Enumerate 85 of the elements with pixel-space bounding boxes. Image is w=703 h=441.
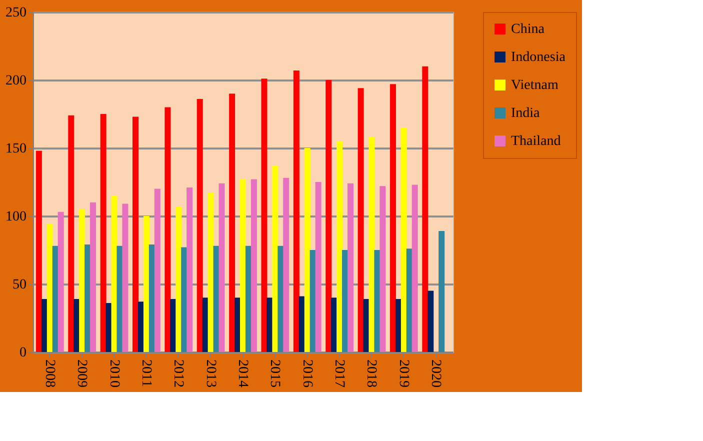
y-tick-label: 0 [20, 346, 26, 360]
bar [132, 116, 139, 352]
bar [68, 115, 74, 352]
bar [245, 246, 252, 352]
x-tick-label: 2010 [106, 360, 122, 388]
legend-label: Vietnam [511, 78, 558, 93]
bar [186, 187, 193, 352]
bar [218, 183, 225, 352]
x-tick-label: 2014 [235, 360, 250, 388]
bar [240, 179, 246, 352]
x-tick-label: 2020 [428, 360, 444, 388]
x-tick-label: 2008 [42, 360, 57, 388]
bar [331, 298, 338, 352]
bar [154, 188, 160, 352]
bar [278, 246, 284, 352]
bar [41, 298, 48, 352]
bar [272, 166, 278, 352]
bar [100, 114, 106, 352]
y-tick-label: 200 [6, 74, 26, 88]
y-tick-label: 250 [6, 6, 26, 20]
bar [438, 230, 445, 352]
bar [358, 88, 364, 352]
bar [176, 206, 182, 352]
bar [412, 184, 418, 352]
bar [202, 298, 208, 352]
x-tick-label: 2017 [332, 360, 347, 388]
bar [52, 246, 58, 352]
bar [213, 246, 220, 352]
bar [138, 302, 144, 352]
bar [326, 80, 332, 352]
x-tick-label: 2011 [138, 360, 154, 387]
bar [336, 141, 343, 352]
bar [380, 186, 386, 352]
bar [84, 244, 91, 352]
bar [36, 150, 42, 352]
bar [261, 78, 268, 352]
x-tick-label: 2016 [299, 360, 314, 388]
bar [229, 94, 236, 352]
y-tick-label: 100 [6, 210, 26, 224]
bar [116, 246, 123, 352]
bar [283, 178, 290, 352]
bar [234, 298, 241, 352]
legend-label: India [511, 106, 541, 121]
bar [315, 182, 322, 352]
bar [400, 128, 407, 352]
bar [368, 137, 375, 352]
bar [250, 179, 257, 352]
x-tick-label: 2013 [202, 360, 218, 388]
bar [266, 298, 273, 352]
bar [74, 298, 80, 352]
y-tick-label: 50 [12, 278, 26, 292]
legend-label: China [511, 22, 546, 37]
bar [164, 107, 171, 352]
y-tick-label: 150 [6, 142, 26, 156]
bar [298, 296, 305, 352]
bar [310, 250, 316, 352]
bar [58, 212, 64, 352]
bar [46, 224, 53, 352]
x-tick-label: 2012 [170, 360, 186, 388]
bar [342, 250, 348, 352]
x-tick-label: 2019 [396, 360, 411, 388]
bar [79, 209, 86, 352]
bar [196, 99, 203, 352]
bar [293, 70, 300, 352]
bar [304, 148, 310, 352]
bar [148, 244, 155, 352]
bar [395, 298, 402, 352]
legend-label: Thailand [511, 134, 561, 149]
x-tick-label: 2009 [74, 360, 90, 388]
x-tick-label: 2015 [267, 360, 282, 388]
bar [90, 202, 96, 352]
bar [170, 298, 176, 352]
bar [390, 84, 396, 352]
bar [406, 248, 412, 352]
bar [143, 216, 150, 352]
bar [422, 66, 428, 352]
bar [347, 183, 354, 352]
bar [106, 303, 112, 352]
bar [428, 290, 434, 352]
bar [181, 247, 188, 352]
bar [208, 192, 214, 352]
x-tick-label: 2018 [364, 360, 379, 388]
bar [374, 250, 380, 352]
legend-label: Indonesia [511, 50, 566, 65]
bar [122, 204, 128, 352]
